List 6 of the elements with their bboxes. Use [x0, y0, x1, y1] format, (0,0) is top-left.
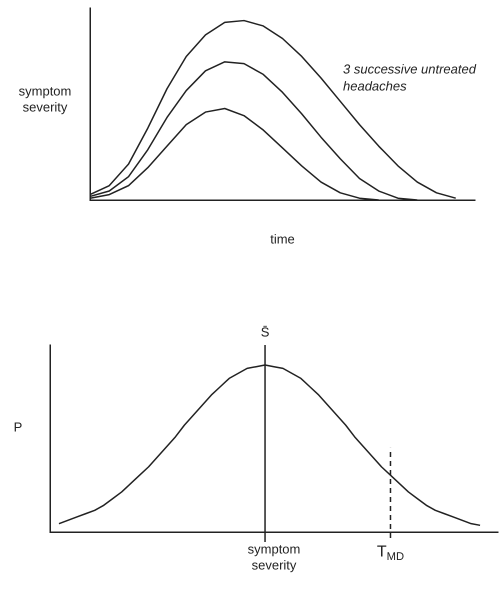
- y-axis-title: P: [14, 420, 22, 435]
- x-axis-title: symptom severity: [248, 542, 300, 573]
- annotation: 3 successive untreated headaches: [343, 62, 477, 94]
- x-tick-label: S̄: [260, 324, 270, 340]
- y-axis-title: symptom severity: [18, 84, 72, 115]
- x-axis-title: time: [270, 232, 295, 247]
